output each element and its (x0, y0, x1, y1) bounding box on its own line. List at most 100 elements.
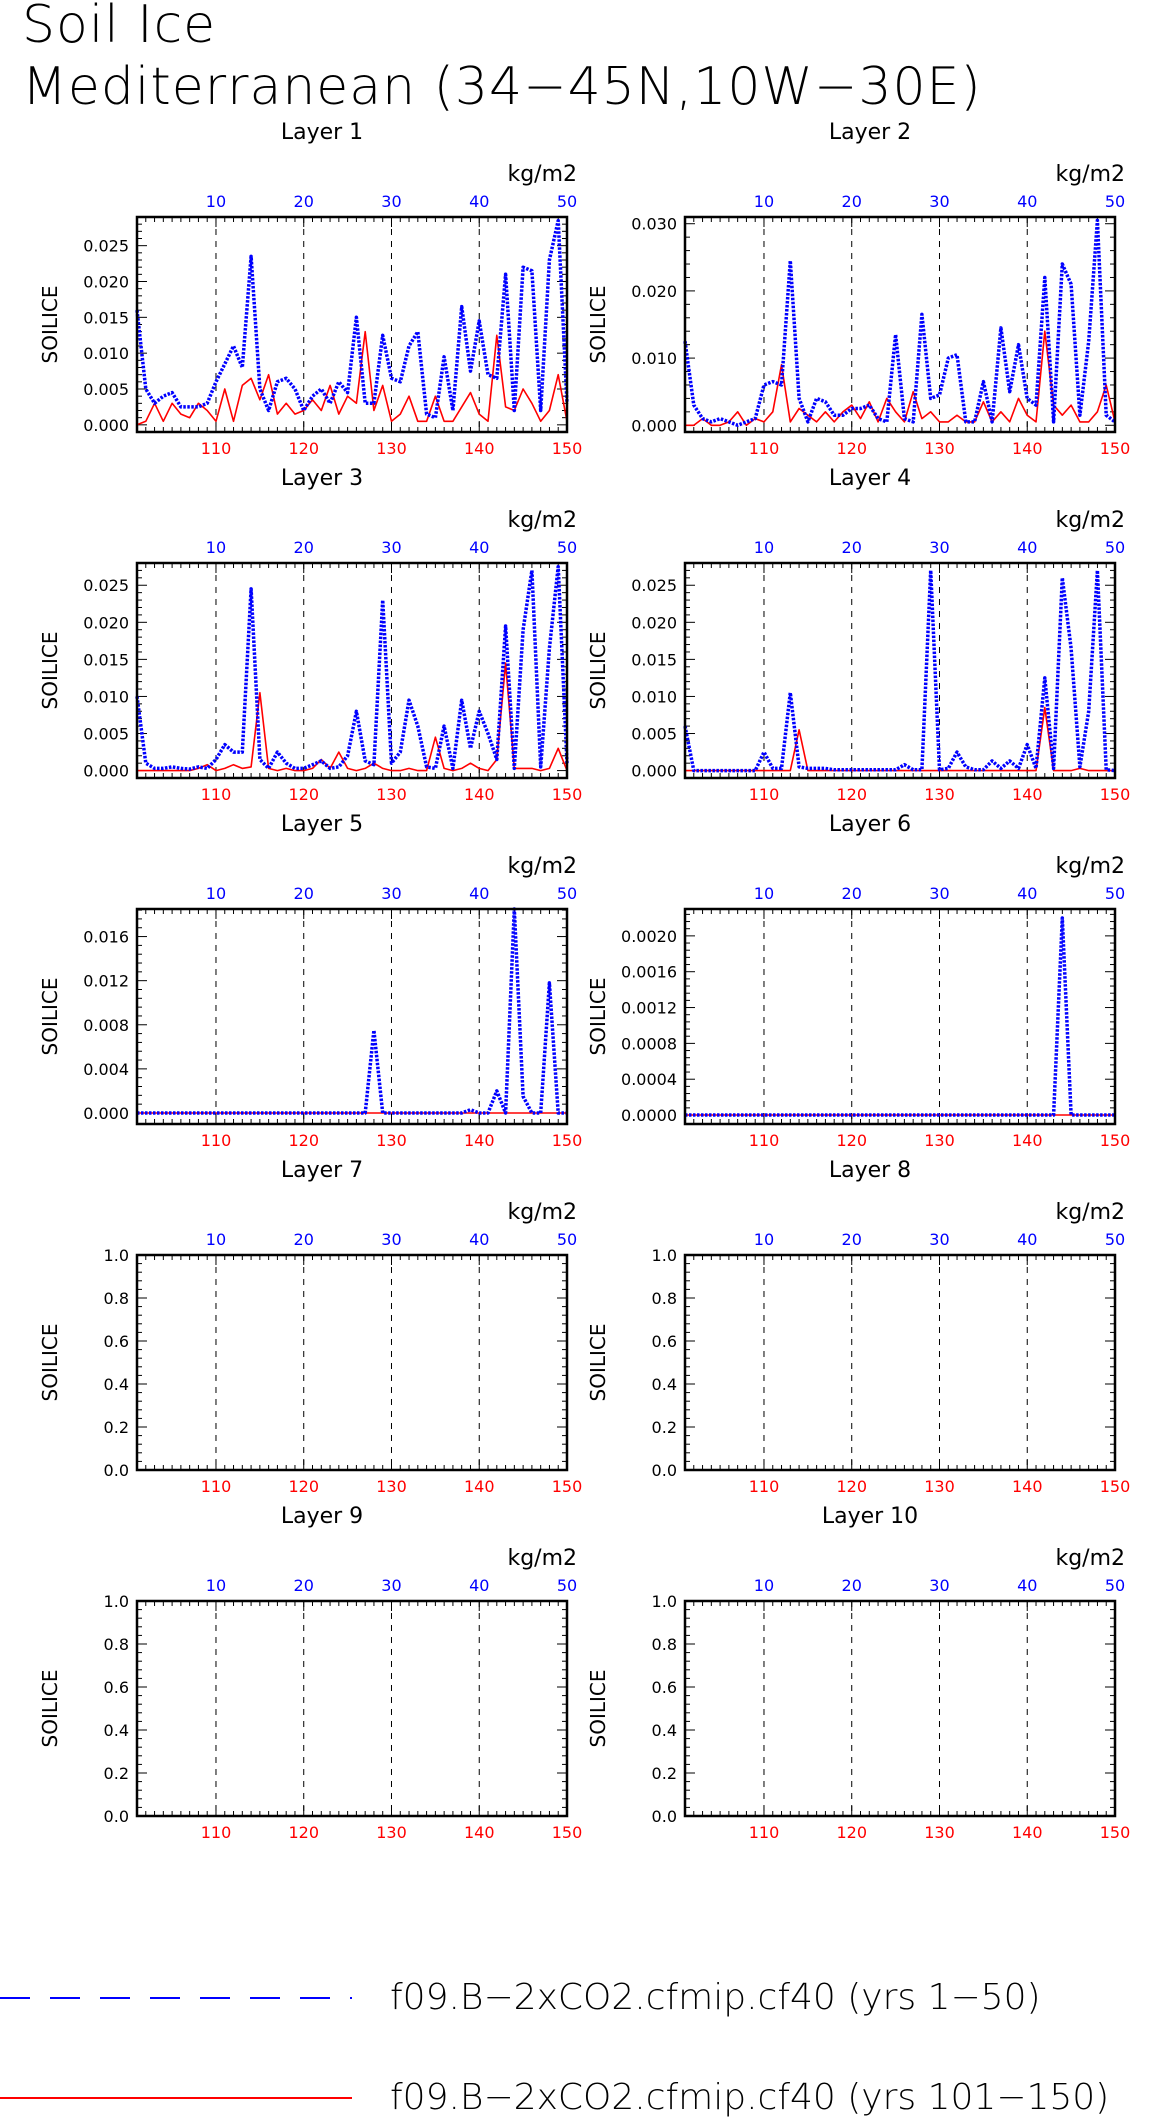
layer-6-x-tick-label: 150 (1100, 1131, 1131, 1150)
layer-1-y-tick-label: 0.025 (83, 237, 129, 256)
layer-6-y-tick-label: 0.0012 (621, 999, 677, 1018)
layer-3-y-tick-label: 0.010 (83, 687, 129, 706)
layer-3-x-top-tick-label: 50 (557, 538, 577, 557)
layer-9-y-label: SOILICE (38, 1670, 62, 1748)
layer-1-series-1-line (135, 218, 569, 420)
layer-10-x-tick-label: 110 (749, 1823, 780, 1842)
layer-5-y-label: SOILICE (38, 978, 62, 1056)
layer-3-x-tick-label: 130 (376, 785, 407, 804)
layer-4-y-tick-label: 0.005 (631, 725, 677, 744)
layer-2-x-tick-label: 140 (1012, 439, 1043, 458)
layer-7-x-tick-label: 150 (552, 1477, 583, 1496)
layer-5-plot-frame (135, 907, 569, 1126)
layer-9-x-tick-label: 130 (376, 1823, 407, 1842)
layer-5-x-top-tick-label: 50 (557, 884, 577, 903)
layer-4-x-tick-label: 130 (924, 785, 955, 804)
layer-3-x-tick-label: 150 (552, 785, 583, 804)
layer-1-y-label: SOILICE (38, 286, 62, 364)
layer-4-y-tick-label: 0.000 (631, 762, 677, 781)
layer-8-x-tick-label: 150 (1100, 1477, 1131, 1496)
layer-7-y-tick-label: 0.0 (104, 1461, 129, 1480)
layer-5-series-1-line (137, 907, 567, 1115)
layer-9-x-tick-label: 110 (201, 1823, 232, 1842)
layer-10-y-tick-label: 1.0 (652, 1592, 677, 1611)
layer-3-title: Layer 3 (281, 466, 363, 491)
layer-1-x-top-tick-label: 40 (469, 192, 489, 211)
layer-4-x-tick-label: 150 (1100, 785, 1131, 804)
layer-5-x-tick-label: 150 (552, 1131, 583, 1150)
layer-8-y-tick-label: 0.0 (652, 1461, 677, 1480)
layer-5-y-tick-label: 0.012 (83, 972, 129, 991)
layer-9-x-top-tick-label: 20 (294, 1576, 314, 1595)
layer-1-y-tick-label: 0.005 (83, 380, 129, 399)
layer-10-x-tick-label: 120 (836, 1823, 867, 1842)
layer-10-y-tick-label: 0.2 (652, 1764, 677, 1783)
layer-5-x-top-tick-label: 20 (294, 884, 314, 903)
layer-6-x-tick-label: 120 (836, 1131, 867, 1150)
layer-8-y-tick-label: 0.2 (652, 1418, 677, 1437)
layer-2-series-1-line (683, 218, 1117, 428)
layer-3-y-tick-label: 0.005 (83, 725, 129, 744)
layer-10-x-tick-label: 140 (1012, 1823, 1043, 1842)
layer-8-y-tick-label: 0.6 (652, 1332, 677, 1351)
layer-5-x-tick-label: 120 (288, 1131, 319, 1150)
layer-6-y-tick-label: 0.0000 (621, 1106, 677, 1125)
layer-9-plot-frame (135, 1599, 569, 1818)
layer-5-x-tick-label: 140 (464, 1131, 495, 1150)
layer-10-plot-frame (683, 1599, 1117, 1818)
layer-2-x-top-tick-label: 40 (1017, 192, 1037, 211)
layer-7-x-top-tick-label: 20 (294, 1230, 314, 1249)
layer-1-top-axis-label: kg/m2 (507, 162, 577, 187)
layer-6-x-top-tick-label: 50 (1105, 884, 1125, 903)
layer-6-x-top-tick-label: 10 (754, 884, 774, 903)
layer-4-top-axis-label: kg/m2 (1055, 508, 1125, 533)
layer-3-y-tick-label: 0.020 (83, 613, 129, 632)
layer-1-x-tick-label: 140 (464, 439, 495, 458)
layer-8-top-axis-label: kg/m2 (1055, 1200, 1125, 1225)
layer-8-x-tick-label: 120 (836, 1477, 867, 1496)
layer-6-x-tick-label: 110 (749, 1131, 780, 1150)
layer-5-y-tick-label: 0.000 (83, 1104, 129, 1123)
layer-2-y-tick-label: 0.010 (631, 349, 677, 368)
layer-4-y-tick-label: 0.020 (631, 613, 677, 632)
layer-5-top-axis-label: kg/m2 (507, 854, 577, 879)
layer-1-x-tick-label: 110 (201, 439, 232, 458)
layer-3-y-tick-label: 0.015 (83, 650, 129, 669)
layer-6-x-top-tick-label: 20 (842, 884, 862, 903)
layer-7-y-tick-label: 1.0 (104, 1246, 129, 1265)
layer-8-x-top-tick-label: 40 (1017, 1230, 1037, 1249)
layer-1-series-2-line (136, 330, 568, 426)
layer-10-y-tick-label: 0.4 (652, 1721, 677, 1740)
chart-grid: Layer 1kg/m20.0000.0050.0100.0150.0200.0… (38, 120, 1131, 1842)
layer-4-x-top-tick-label: 50 (1105, 538, 1125, 557)
layer-6-y-tick-label: 0.0008 (621, 1034, 677, 1053)
layer-2-x-top-tick-label: 20 (842, 192, 862, 211)
chart-title-line1: Soil Ice (22, 0, 217, 55)
chart-title-line2: Mediterranean (34−45N,10W−30E) (22, 57, 982, 117)
layer-6-y-tick-label: 0.0004 (621, 1070, 677, 1089)
layer-6-plot-frame (683, 907, 1117, 1126)
layer-2-y-tick-label: 0.020 (631, 282, 677, 301)
layer-9-y-tick-label: 0.4 (104, 1721, 129, 1740)
layer-10-x-top-tick-label: 40 (1017, 1576, 1037, 1595)
layer-1-x-tick-label: 120 (288, 439, 319, 458)
layer-4-y-tick-label: 0.015 (631, 650, 677, 669)
layer-4-y-label: SOILICE (586, 632, 610, 710)
layer-3-x-tick-label: 120 (288, 785, 319, 804)
layer-3-plot-frame (135, 561, 569, 780)
layer-9-y-tick-label: 0.8 (104, 1635, 129, 1654)
layer-4-y-tick-label: 0.025 (631, 576, 677, 595)
layer-8-title: Layer 8 (829, 1158, 911, 1183)
layer-6-y-label: SOILICE (586, 978, 610, 1056)
layer-2-y-label: SOILICE (586, 286, 610, 364)
layer-3-y-tick-label: 0.000 (83, 762, 129, 781)
layer-6-x-tick-label: 130 (924, 1131, 955, 1150)
layer-1-y-tick-label: 0.020 (83, 273, 129, 292)
layer-3-series-1-line (135, 564, 569, 771)
layer-5-x-top-tick-label: 30 (381, 884, 401, 903)
layer-7-x-top-tick-label: 40 (469, 1230, 489, 1249)
layer-9-x-tick-label: 140 (464, 1823, 495, 1842)
layer-1-x-top-tick-label: 30 (381, 192, 401, 211)
layer-10-title: Layer 10 (822, 1504, 918, 1529)
layer-4-x-top-tick-label: 30 (929, 538, 949, 557)
